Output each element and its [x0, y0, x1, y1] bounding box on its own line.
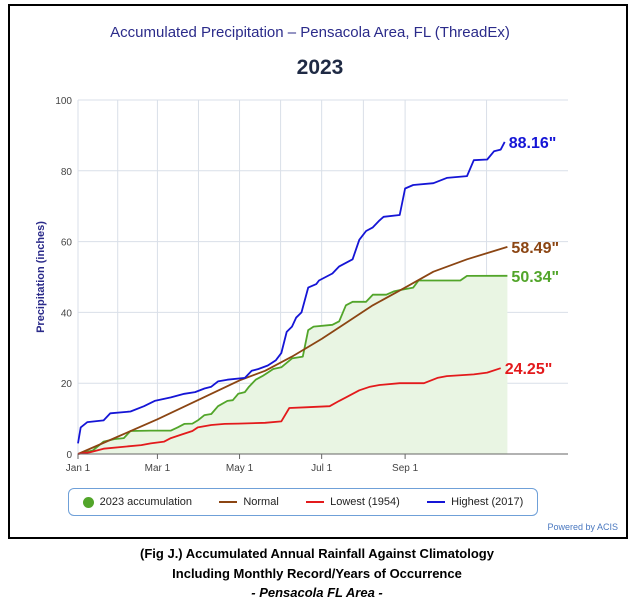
legend-marker-normal [219, 501, 238, 503]
legend-label-normal: Normal [243, 496, 279, 508]
figure-caption-line-3: - Pensacola FL Area - [251, 585, 383, 600]
legend: 2023 accumulation Normal Lowest (1954) H… [68, 488, 538, 516]
chart-frame: Accumulated Precipitation – Pensacola Ar… [8, 4, 628, 539]
legend-marker-2023 [82, 496, 94, 508]
figure-caption-line-1: (Fig J.) Accumulated Annual Rainfall Aga… [140, 546, 494, 561]
legend-label-highest: Highest (2017) [451, 496, 524, 508]
legend-marker-lowest [306, 501, 325, 503]
figure-caption-line-2: Including Monthly Record/Years of Occurr… [172, 566, 462, 581]
legend-label-lowest: Lowest (1954) [330, 496, 400, 508]
y-tick-label: 0 [66, 450, 72, 461]
y-tick-label: 100 [55, 96, 72, 107]
x-tick-label: Jan 1 [66, 463, 91, 474]
legend-item-lowest[interactable]: Lowest (1954) [306, 496, 400, 508]
y-tick-label: 40 [61, 308, 73, 319]
end-label-highest: 88.16" [509, 135, 557, 152]
x-tick-label: Sep 1 [392, 463, 419, 474]
series-area-2023 [78, 275, 508, 454]
series-line-highest[interactable] [77, 141, 506, 444]
y-tick-label: 60 [61, 238, 73, 249]
legend-item-highest[interactable]: Highest (2017) [427, 496, 523, 508]
legend-marker-highest [427, 501, 446, 503]
x-tick-label: Jul 1 [311, 463, 333, 474]
x-tick-label: Mar 1 [145, 463, 171, 474]
x-tick-label: May 1 [226, 463, 254, 474]
series-line-lowest[interactable] [77, 367, 501, 455]
credit-link[interactable]: Powered by ACIS [547, 522, 618, 532]
end-label-y2023: 50.34" [511, 269, 559, 286]
legend-item-2023[interactable]: 2023 accumulation [82, 496, 192, 508]
plot-area: 0 20 40 60 80 100 Jan 1 Mar 1 May 1 Jul 1 Sep 1 Pre… [35, 96, 568, 474]
end-label-lowest: 24.25" [505, 361, 553, 378]
chart-title: Accumulated Precipitation – Pensacola Ar… [110, 24, 510, 41]
end-label-normal: 58.49" [511, 240, 559, 257]
series-line-normal[interactable] [77, 246, 508, 455]
legend-label-2023: 2023 accumulation [99, 496, 192, 508]
legend-item-normal[interactable]: Normal [219, 496, 279, 508]
series-line-y2023[interactable] [77, 274, 508, 455]
y-axis-label: Precipitation (inches) [35, 221, 47, 333]
chart-subtitle: 2023 [296, 56, 344, 79]
y-tick-label: 80 [61, 167, 73, 178]
y-tick-label: 20 [61, 379, 73, 390]
